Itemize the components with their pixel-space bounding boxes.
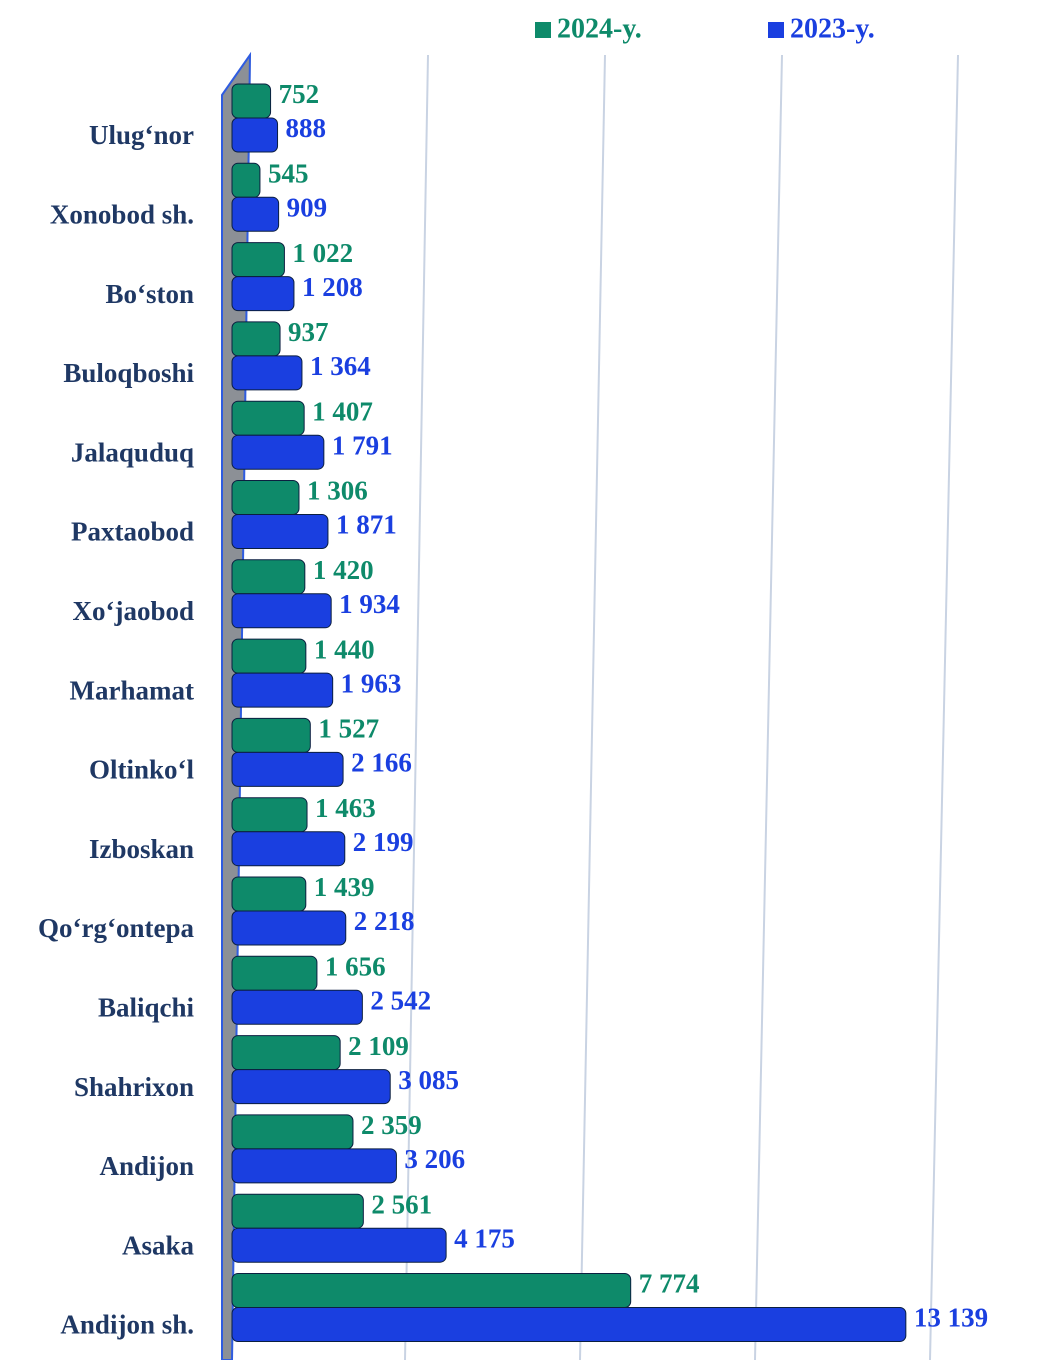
legend-swatch (768, 22, 784, 38)
bar (231, 797, 308, 833)
category-label: Buloqboshi (63, 358, 194, 388)
legend-swatch (535, 22, 551, 38)
bar (231, 1114, 354, 1150)
category-label: Ulug‘nor (89, 120, 194, 150)
bar (231, 876, 307, 912)
value-label: 888 (286, 113, 327, 143)
category-label: Baliqchi (98, 993, 195, 1023)
value-label: 1 963 (341, 668, 402, 698)
value-label: 1 440 (314, 634, 375, 664)
value-label: 1 934 (339, 589, 400, 619)
grid-decor (579, 54, 606, 1360)
bar (231, 355, 303, 391)
category-label: Oltinko‘l (89, 755, 195, 785)
category-label: Bo‘ston (105, 279, 194, 309)
value-label: 937 (288, 317, 329, 347)
bar (231, 1069, 391, 1105)
bar (231, 434, 325, 470)
legend-label: 2023-y. (790, 13, 875, 44)
value-label: 1 463 (315, 793, 376, 823)
value-label: 1 407 (312, 396, 373, 426)
bar (231, 638, 307, 674)
value-label: 1 306 (307, 476, 368, 506)
bar (231, 1193, 364, 1229)
value-label: 3 085 (398, 1065, 459, 1095)
bar (231, 989, 363, 1025)
bar (231, 1307, 907, 1342)
value-label: 4 175 (454, 1223, 515, 1253)
bar (231, 1227, 447, 1263)
value-label: 2 166 (351, 748, 412, 778)
bar (231, 831, 346, 867)
value-label: 1 871 (336, 510, 397, 540)
value-label: 3 206 (404, 1144, 465, 1174)
bar (231, 514, 329, 549)
value-label: 1 656 (325, 952, 386, 982)
value-label: 909 (287, 193, 328, 223)
bar (231, 1148, 397, 1184)
legend-label: 2024-y. (557, 13, 642, 44)
bar (231, 593, 332, 629)
bar (231, 83, 272, 119)
category-label: Xo‘jaobod (72, 596, 194, 626)
bar (231, 672, 334, 708)
bar (231, 480, 300, 515)
value-label: 752 (279, 79, 320, 109)
category-label: Asaka (122, 1230, 195, 1260)
value-label: 13 139 (914, 1303, 988, 1333)
value-label: 7 774 (639, 1269, 700, 1299)
value-label: 545 (268, 159, 309, 189)
grid-decor (404, 54, 429, 1360)
category-label: Jalaquduq (71, 437, 194, 467)
bar (231, 717, 311, 753)
bar (231, 955, 318, 991)
value-label: 1 420 (313, 555, 374, 585)
bar (231, 559, 306, 595)
bar (231, 751, 344, 787)
category-label: Izboskan (89, 834, 194, 864)
value-label: 2 359 (361, 1110, 422, 1140)
bar (231, 1273, 632, 1308)
bar (231, 117, 279, 153)
value-label: 2 218 (354, 906, 415, 936)
category-label: Andijon (99, 1151, 194, 1181)
category-label: Paxtaobod (71, 517, 194, 547)
bar (231, 196, 280, 232)
category-label: Shahrixon (74, 1072, 194, 1102)
value-label: 1 527 (318, 714, 379, 744)
bar (231, 400, 305, 436)
category-label: Marhamat (70, 675, 194, 705)
value-label: 2 542 (370, 986, 431, 1016)
value-label: 1 439 (314, 872, 375, 902)
bar (231, 910, 347, 946)
category-label: Qo‘rg‘ontepa (38, 913, 194, 943)
bar (231, 162, 261, 198)
grid-decor (929, 54, 959, 1360)
bar (231, 1035, 341, 1071)
grid-decor (754, 54, 783, 1360)
value-label: 1 364 (310, 351, 371, 381)
category-label: Andijon sh. (60, 1310, 194, 1340)
category-label: Xonobod sh. (50, 200, 194, 230)
value-label: 1 208 (302, 272, 363, 302)
value-label: 1 791 (332, 430, 393, 460)
value-label: 1 022 (292, 238, 353, 268)
bar (231, 321, 281, 357)
value-label: 2 109 (348, 1031, 409, 1061)
bar (231, 242, 285, 278)
value-label: 2 561 (371, 1189, 432, 1219)
value-label: 2 199 (353, 827, 414, 857)
bar (231, 276, 295, 312)
